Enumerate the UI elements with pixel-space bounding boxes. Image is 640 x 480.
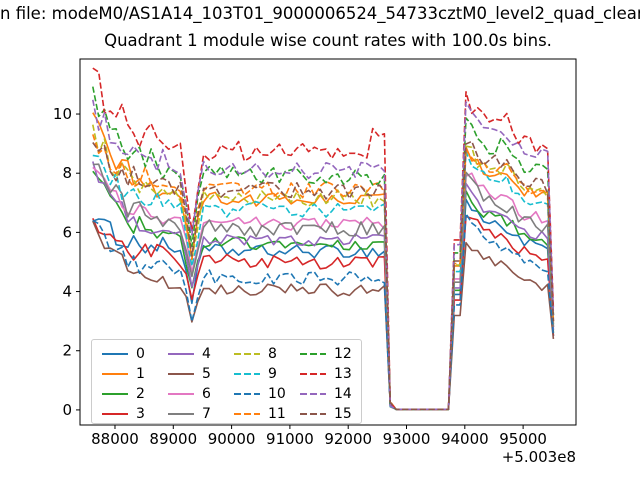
x-tick-label: 93000 <box>383 430 431 448</box>
legend-line-sample <box>300 353 326 355</box>
legend-item-label: 6 <box>202 386 211 402</box>
legend-item: 10 <box>233 384 286 404</box>
legend-item-label: 7 <box>202 406 211 422</box>
legend-item: 6 <box>167 384 220 404</box>
line-series-2 <box>92 170 555 411</box>
suptitle: n file: modeM0/AS1A14_103T01_9000006524_… <box>0 4 640 23</box>
legend-item: 14 <box>299 384 352 404</box>
legend-item: 7 <box>167 404 220 424</box>
y-tick-label: 0 <box>62 401 72 419</box>
legend-item-label: 0 <box>136 346 145 362</box>
line-series-3 <box>92 215 555 411</box>
y-tick-label: 2 <box>62 342 72 360</box>
legend-item-label: 2 <box>136 386 145 402</box>
line-series-7 <box>92 163 555 411</box>
legend-item-label: 8 <box>268 346 277 362</box>
legend-line-sample <box>168 353 194 355</box>
legend-line-sample <box>168 413 194 415</box>
legend-item: 9 <box>233 364 286 384</box>
legend-item: 0 <box>101 344 154 364</box>
x-tick-label: 94000 <box>441 430 489 448</box>
legend-line-sample <box>300 373 326 375</box>
x-axis-offset-label: +5.003e8 <box>502 448 576 466</box>
legend-item: 4 <box>167 344 220 364</box>
legend-item-label: 5 <box>202 366 211 382</box>
legend-line-sample <box>102 353 128 355</box>
legend-item-label: 10 <box>268 386 286 402</box>
line-series-13 <box>92 67 555 411</box>
legend-line-sample <box>102 373 128 375</box>
legend-item: 11 <box>233 404 286 424</box>
legend-line-sample <box>234 373 260 375</box>
line-series-12 <box>92 86 555 411</box>
legend-item-label: 3 <box>136 406 145 422</box>
x-tick-label: 89000 <box>149 430 197 448</box>
axes-frame <box>79 58 577 426</box>
line-series-1 <box>92 112 555 411</box>
legend-item: 12 <box>299 344 352 364</box>
x-tick-label: 92000 <box>324 430 372 448</box>
legend-line-sample <box>102 413 128 415</box>
legend-line-sample <box>234 413 260 415</box>
x-tick-label: 90000 <box>208 430 256 448</box>
legend-item-label: 11 <box>268 406 286 422</box>
legend-line-sample <box>168 373 194 375</box>
line-series-4 <box>92 161 555 411</box>
x-tick-label: 88000 <box>91 430 139 448</box>
legend-line-sample <box>102 393 128 395</box>
line-series-10 <box>92 212 555 411</box>
legend-item-label: 12 <box>334 346 352 362</box>
line-series-0 <box>92 198 555 411</box>
legend-item: 8 <box>233 344 286 364</box>
legend-line-sample <box>168 393 194 395</box>
line-series-9 <box>92 151 555 411</box>
x-tick-label: 91000 <box>266 430 314 448</box>
legend-item: 3 <box>101 404 154 424</box>
line-series-14 <box>92 99 555 411</box>
chart-title: Quadrant 1 module wise count rates with … <box>104 31 552 50</box>
legend-item: 2 <box>101 384 154 404</box>
legend-item: 13 <box>299 364 352 384</box>
line-series-15 <box>92 140 555 411</box>
legend-item-label: 15 <box>334 406 352 422</box>
legend-item: 5 <box>167 364 220 384</box>
legend-item-label: 9 <box>268 366 277 382</box>
legend-line-sample <box>300 393 326 395</box>
legend-item-label: 4 <box>202 346 211 362</box>
legend: 0 1 2 3 4 5 6 7 8 9 10 11 12 13 14 15 <box>91 339 362 424</box>
legend-item-label: 14 <box>334 386 352 402</box>
y-tick-label: 10 <box>53 105 72 123</box>
legend-item-label: 1 <box>136 366 145 382</box>
legend-item-label: 13 <box>334 366 352 382</box>
line-series-11 <box>92 134 555 411</box>
legend-line-sample <box>234 353 260 355</box>
line-series-5 <box>92 220 555 411</box>
y-tick-label: 8 <box>62 164 72 182</box>
legend-line-sample <box>300 413 326 415</box>
legend-item: 1 <box>101 364 154 384</box>
y-tick-label: 6 <box>62 223 72 241</box>
x-tick-label: 95000 <box>499 430 547 448</box>
legend-line-sample <box>234 393 260 395</box>
legend-item: 15 <box>299 404 352 424</box>
y-tick-label: 4 <box>62 283 72 301</box>
